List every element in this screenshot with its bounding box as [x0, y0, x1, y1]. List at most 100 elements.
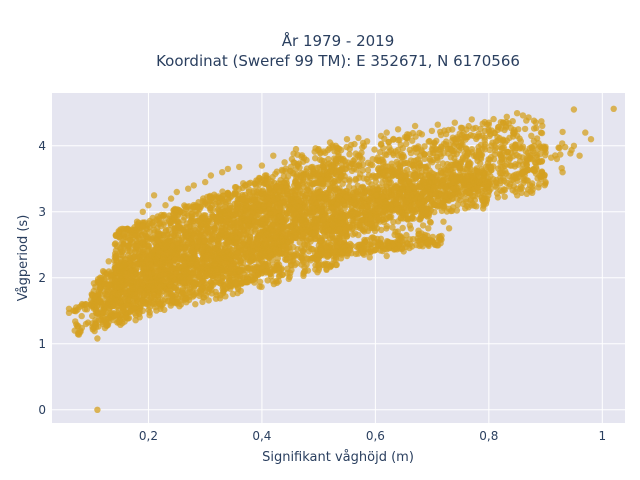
- data-point: [225, 210, 232, 218]
- data-point: [351, 230, 359, 237]
- data-point: [248, 224, 255, 231]
- data-point: [257, 229, 264, 236]
- data-point: [196, 225, 203, 232]
- data-point: [285, 244, 292, 251]
- data-point: [373, 156, 380, 163]
- data-point: [199, 243, 206, 251]
- data-point: [144, 286, 151, 293]
- data-point: [215, 241, 222, 249]
- data-point: [407, 149, 415, 157]
- data-point: [416, 165, 423, 172]
- data-point: [209, 231, 216, 238]
- data-point: [260, 202, 267, 209]
- data-point: [353, 166, 360, 173]
- data-point: [166, 261, 174, 269]
- data-point: [131, 294, 139, 301]
- data-point: [126, 236, 134, 244]
- data-point: [247, 208, 254, 215]
- data-point: [106, 281, 113, 289]
- data-point: [399, 145, 406, 152]
- data-point: [299, 248, 307, 255]
- data-point: [468, 202, 475, 209]
- data-point: [339, 190, 347, 197]
- chart-title-line-2: Koordinat (Sweref 99 TM): E 352671, N 61…: [156, 52, 520, 70]
- data-point: [272, 232, 280, 239]
- data-point: [296, 239, 303, 246]
- data-point: [341, 172, 348, 180]
- data-point: [157, 305, 164, 313]
- data-point: [202, 273, 209, 280]
- data-point: [353, 215, 361, 222]
- data-point: [197, 203, 204, 211]
- data-point: [425, 225, 432, 232]
- data-point: [372, 178, 380, 185]
- data-point: [325, 176, 332, 183]
- data-point: [185, 203, 193, 210]
- data-point: [218, 278, 226, 285]
- data-point: [237, 287, 244, 295]
- data-point: [232, 211, 239, 218]
- data-point: [269, 245, 276, 252]
- data-point: [434, 242, 442, 249]
- data-point: [148, 236, 155, 243]
- data-point: [121, 230, 128, 237]
- data-point: [251, 217, 258, 224]
- data-point: [189, 210, 196, 217]
- data-point: [148, 263, 155, 271]
- data-point: [159, 263, 166, 270]
- data-point: [304, 267, 312, 274]
- data-point: [326, 145, 333, 152]
- data-point: [239, 196, 246, 203]
- data-point: [419, 222, 427, 229]
- data-point: [219, 206, 226, 213]
- data-point: [327, 191, 335, 199]
- data-point: [345, 159, 352, 166]
- data-point: [409, 137, 416, 144]
- data-point: [287, 167, 294, 175]
- data-point: [325, 155, 332, 163]
- data-point: [140, 229, 148, 236]
- data-point: [95, 323, 102, 330]
- data-point: [336, 220, 344, 227]
- data-point: [212, 295, 220, 302]
- data-point: [337, 214, 344, 221]
- data-point: [262, 191, 269, 199]
- data-point: [117, 298, 124, 306]
- data-point: [388, 160, 395, 167]
- data-point: [196, 216, 203, 223]
- data-point: [341, 202, 349, 209]
- data-point: [142, 270, 149, 277]
- data-point: [315, 178, 322, 185]
- data-point: [183, 210, 190, 217]
- data-point: [115, 290, 122, 298]
- data-point: [271, 196, 278, 203]
- data-point: [195, 238, 203, 245]
- data-point: [379, 193, 386, 201]
- data-point: [111, 257, 118, 264]
- data-point: [329, 221, 336, 228]
- data-point: [403, 231, 410, 239]
- data-point: [252, 211, 259, 219]
- data-point: [273, 183, 280, 190]
- data-point: [407, 225, 414, 232]
- data-point: [421, 234, 428, 241]
- data-point: [120, 240, 127, 247]
- data-point: [116, 263, 124, 270]
- data-point: [139, 280, 146, 287]
- data-point: [381, 151, 389, 158]
- data-point: [154, 236, 161, 244]
- data-point: [193, 269, 200, 276]
- data-point: [125, 302, 132, 309]
- data-point: [104, 291, 111, 299]
- data-point: [438, 207, 445, 215]
- data-point: [89, 312, 96, 320]
- data-point: [154, 224, 161, 232]
- data-point: [264, 277, 271, 284]
- data-point: [176, 255, 183, 263]
- data-point: [228, 251, 235, 258]
- data-point: [181, 243, 188, 250]
- data-point: [103, 274, 110, 281]
- data-point: [116, 234, 123, 241]
- data-point: [148, 279, 155, 286]
- data-point: [334, 148, 341, 155]
